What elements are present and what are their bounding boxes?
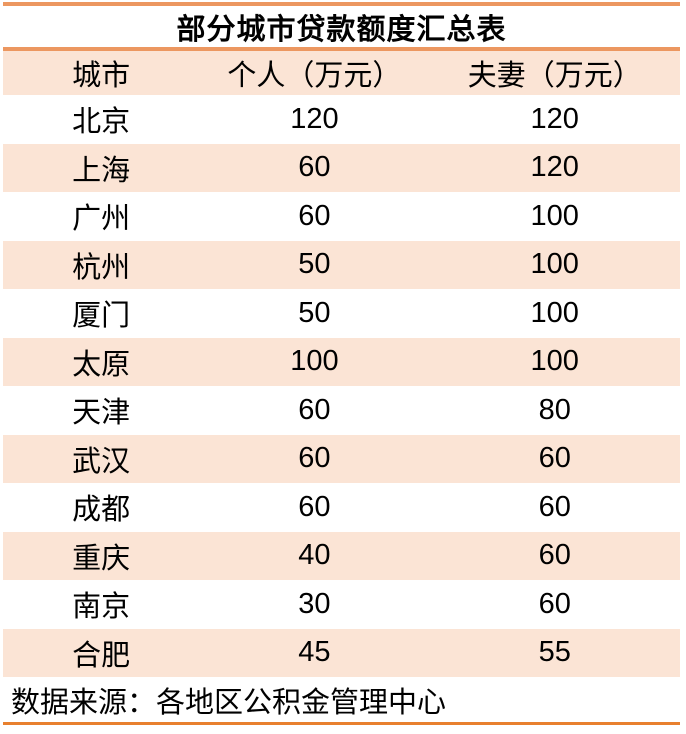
cell-city: 太原 (72, 348, 131, 381)
table-row: 太原 100 100 (3, 337, 680, 386)
cell-personal: 60 (298, 199, 331, 232)
cell-city: 南京 (72, 591, 131, 624)
cell-couple: 100 (530, 199, 579, 232)
cell-couple: 120 (530, 102, 579, 135)
cell-personal: 30 (298, 587, 331, 620)
column-header-couple: 夫妻（万元） (467, 60, 642, 92)
cell-city: 重庆 (72, 542, 131, 575)
data-source: 数据来源：各地区公积金管理中心 (3, 677, 680, 725)
cell-personal: 50 (298, 248, 331, 281)
table-row: 广州 60 100 (3, 192, 680, 241)
cell-couple: 100 (530, 296, 579, 329)
cell-city: 成都 (72, 494, 131, 527)
cell-couple: 60 (538, 539, 571, 572)
column-header-city: 城市 (72, 60, 131, 92)
table-row: 成都 60 60 (3, 483, 680, 532)
loan-summary-table: 部分城市贷款额度汇总表 城市 个人（万元） 夫妻（万元） 北京 120 120 … (3, 2, 680, 725)
table-row: 武汉 60 60 (3, 434, 680, 483)
cell-personal: 50 (298, 296, 331, 329)
cell-personal: 100 (290, 345, 339, 378)
table-row: 上海 60 120 (3, 143, 680, 192)
title-divider-rule (3, 47, 680, 51)
cell-city: 北京 (72, 106, 131, 139)
cell-city: 合肥 (72, 639, 131, 672)
cell-personal: 60 (298, 490, 331, 523)
cell-couple: 80 (538, 393, 571, 426)
cell-city: 天津 (72, 397, 131, 430)
cell-city: 杭州 (72, 251, 131, 284)
cell-couple: 60 (538, 490, 571, 523)
table-row: 天津 60 80 (3, 386, 680, 435)
cell-city: 厦门 (72, 300, 131, 333)
page-title: 部分城市贷款额度汇总表 (176, 13, 507, 46)
cell-personal: 120 (290, 102, 339, 135)
cell-city: 武汉 (72, 445, 131, 478)
table-row: 杭州 50 100 (3, 240, 680, 289)
cell-couple: 60 (538, 442, 571, 475)
table-row: 北京 120 120 (3, 95, 680, 144)
cell-city: 上海 (72, 154, 131, 187)
table-row: 厦门 50 100 (3, 289, 680, 338)
cell-couple: 100 (530, 345, 579, 378)
data-table: 城市 个人（万元） 夫妻（万元） 北京 120 120 上海 60 120 广州… (3, 51, 680, 677)
table-row: 南京 30 60 (3, 580, 680, 629)
table-header-row: 城市 个人（万元） 夫妻（万元） (3, 51, 680, 95)
cell-city: 广州 (72, 203, 131, 236)
cell-personal: 60 (298, 442, 331, 475)
table-row: 合肥 45 55 (3, 628, 680, 677)
table-row: 重庆 40 60 (3, 531, 680, 580)
cell-personal: 45 (298, 636, 331, 669)
cell-couple: 60 (538, 587, 571, 620)
cell-personal: 40 (298, 539, 331, 572)
cell-couple: 55 (538, 636, 571, 669)
cell-couple: 120 (530, 151, 579, 184)
top-rule (3, 2, 680, 6)
cell-personal: 60 (298, 393, 331, 426)
cell-personal: 60 (298, 151, 331, 184)
column-header-personal: 个人（万元） (227, 60, 402, 92)
cell-couple: 100 (530, 248, 579, 281)
